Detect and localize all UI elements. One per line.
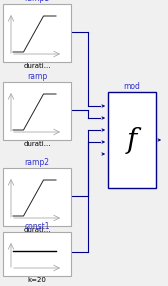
Bar bbox=[3, 232, 71, 276]
Text: ramp: ramp bbox=[27, 72, 47, 81]
Text: ramp2: ramp2 bbox=[25, 158, 50, 167]
Bar bbox=[108, 92, 156, 188]
Bar bbox=[3, 168, 71, 226]
Bar bbox=[3, 4, 71, 62]
Text: mod: mod bbox=[123, 82, 140, 91]
Text: durati...: durati... bbox=[23, 63, 51, 69]
Text: ramp1: ramp1 bbox=[25, 0, 50, 3]
Text: k=20: k=20 bbox=[28, 277, 46, 283]
Bar bbox=[3, 82, 71, 140]
Text: durati...: durati... bbox=[23, 227, 51, 233]
Text: f: f bbox=[127, 126, 137, 154]
Text: durati...: durati... bbox=[23, 141, 51, 147]
Text: const1: const1 bbox=[24, 222, 50, 231]
